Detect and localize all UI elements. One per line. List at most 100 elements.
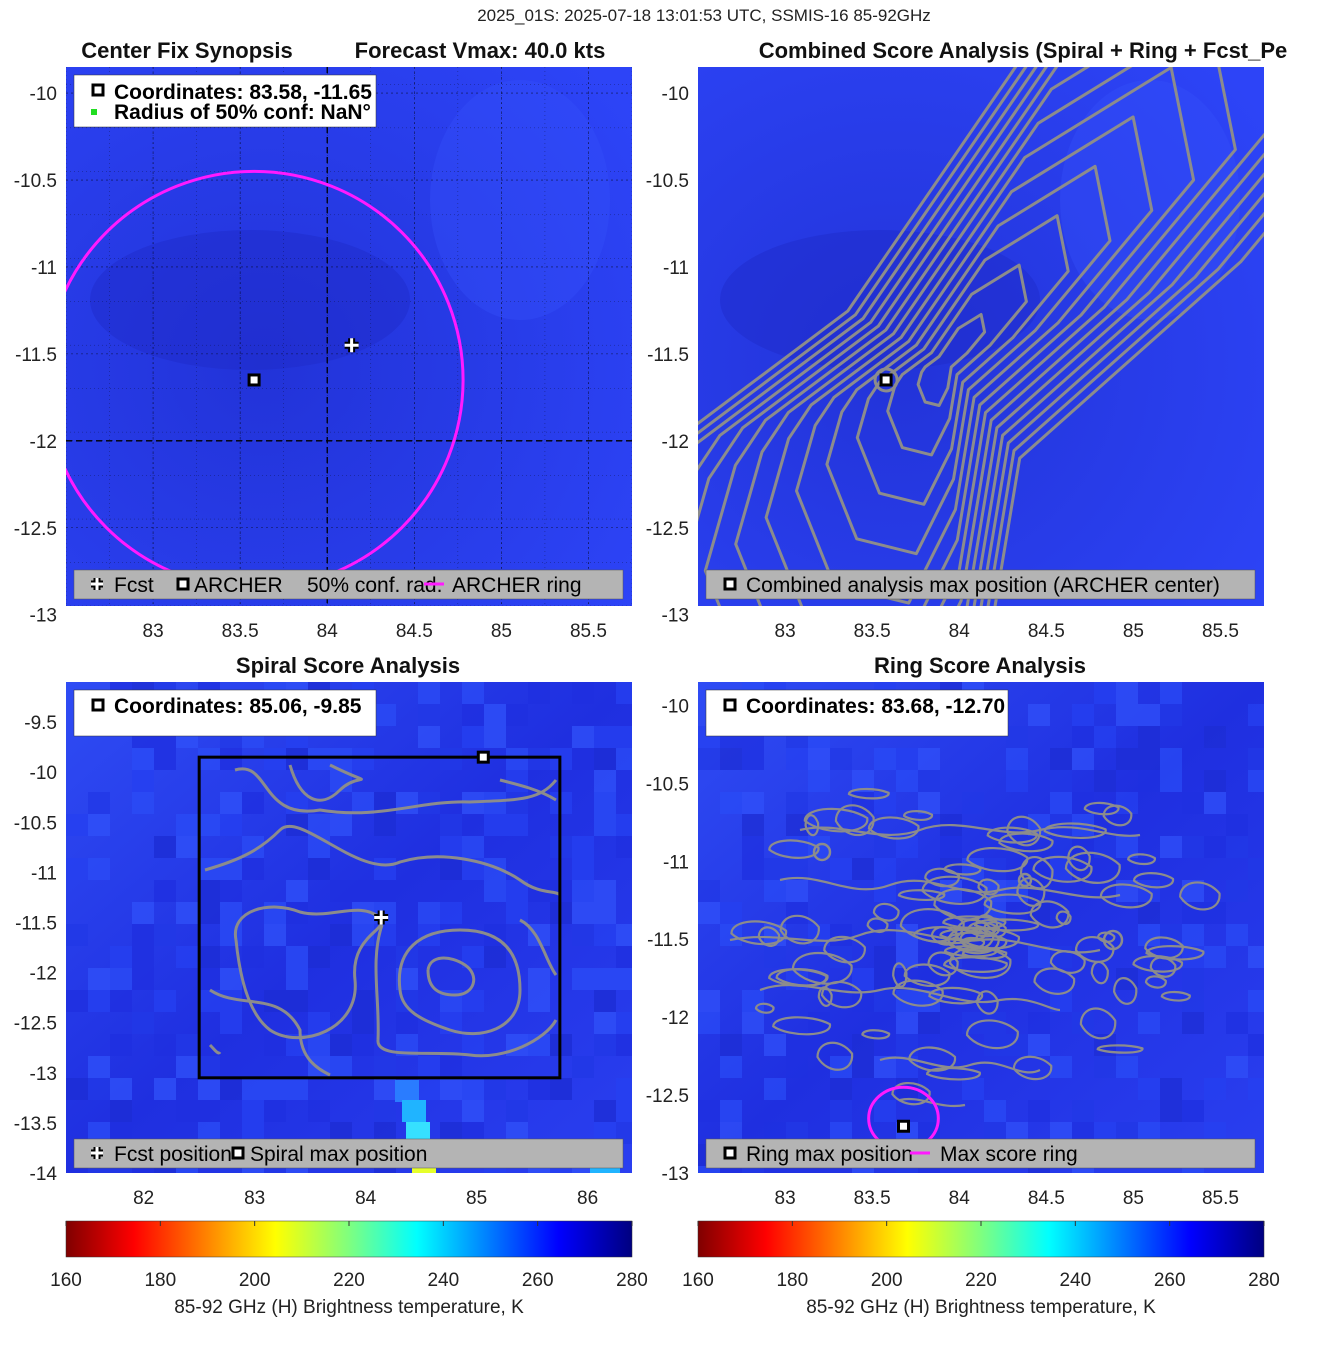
ring-contour-long	[899, 1097, 966, 1108]
pixel	[720, 1056, 742, 1078]
pixel	[572, 1056, 594, 1078]
pixel	[830, 1056, 852, 1078]
pixel	[742, 792, 764, 814]
pixel	[440, 1056, 462, 1078]
pixel	[286, 880, 308, 902]
pixel	[1006, 748, 1028, 770]
pixel	[88, 990, 110, 1012]
pixel	[132, 924, 154, 946]
pixel	[572, 968, 594, 990]
ring-contour	[1102, 804, 1133, 827]
pixel	[1226, 814, 1248, 836]
pixel	[154, 880, 176, 902]
panel2-title: Combined Score Analysis (Spiral + Ring +…	[759, 38, 1288, 63]
colorbar-tick-label: 240	[1059, 1270, 1091, 1291]
pixel	[896, 1166, 918, 1173]
figure-title: 2025_01S: 2025-07-18 13:01:53 UTC, SSMIS…	[477, 6, 931, 25]
pixel	[742, 748, 764, 770]
pixel	[830, 1100, 852, 1122]
pixel	[594, 1012, 616, 1034]
x-tick-label: 83.5	[222, 621, 259, 642]
pixel	[220, 1078, 242, 1100]
pixel	[88, 1166, 110, 1173]
ring-contour-spot	[812, 842, 832, 862]
colorbar-tick-label: 220	[333, 1270, 365, 1291]
pixel	[418, 726, 440, 748]
x-tick-label: 83	[775, 621, 796, 642]
pixel	[506, 748, 528, 770]
panel1-crosshair	[66, 67, 632, 606]
pixel	[198, 748, 220, 770]
panel1-ticks: 83 83.5 84 84.5 85 85.5 -10 -10.5 -11 -11.5 -12 -12…	[14, 84, 607, 642]
pixel	[308, 1012, 330, 1034]
x-tick-label: 83	[143, 621, 164, 642]
panel1-warm-region	[430, 80, 610, 320]
pixel	[110, 1122, 132, 1144]
pixel	[286, 1166, 308, 1173]
panel2-legend-max: Combined analysis max position (ARCHER c…	[746, 574, 1220, 597]
combined-contour	[698, 67, 1264, 606]
pixel	[1050, 770, 1072, 792]
pixel	[484, 858, 506, 880]
pixel	[1160, 748, 1182, 770]
ring-contour	[757, 926, 781, 947]
ring-contour	[928, 986, 984, 1005]
pixel	[1248, 770, 1264, 792]
pixel	[176, 1166, 198, 1173]
pixel	[830, 1122, 852, 1144]
pixel	[1116, 792, 1138, 814]
pixel	[786, 902, 808, 924]
pixel	[764, 880, 786, 902]
ring-contour	[1079, 1007, 1117, 1040]
pixel	[506, 792, 528, 814]
pixel	[616, 814, 632, 836]
pixel	[1072, 792, 1094, 814]
pixel	[786, 1122, 808, 1144]
pixel	[396, 946, 418, 968]
pixel	[286, 902, 308, 924]
panel1-info-square-icon	[91, 83, 105, 97]
x-tick-label: 85	[1123, 621, 1144, 642]
panel1-legend	[73, 569, 624, 600]
ring-contour	[817, 986, 833, 1007]
pixel	[874, 990, 896, 1012]
ring-contour	[754, 1002, 775, 1014]
pixel	[286, 968, 308, 990]
combined-contour	[698, 67, 1264, 606]
y-tick-label: -12.5	[14, 1014, 57, 1035]
ring-contour-spot	[1017, 872, 1033, 888]
ring-contour	[902, 810, 934, 822]
pixel	[616, 1100, 632, 1122]
ring-contour-long	[799, 823, 1141, 837]
pixel	[176, 1056, 198, 1078]
pixel	[1204, 1122, 1226, 1144]
x-tick-label: 85	[1123, 1188, 1144, 1209]
spiral-contour	[234, 767, 558, 815]
pixel	[720, 1034, 742, 1056]
pixel	[352, 990, 374, 1012]
y-tick-label: -10	[30, 84, 57, 105]
x-tick-label: 84	[949, 1188, 971, 1209]
pixel	[528, 924, 550, 946]
combined-contour	[698, 67, 1264, 606]
pixel	[808, 770, 830, 792]
pixel	[66, 814, 88, 836]
pixel	[852, 1166, 874, 1173]
pixel	[506, 1122, 528, 1144]
pixel	[1226, 836, 1248, 858]
ring-contour	[966, 921, 1000, 938]
panel4-info-box	[705, 689, 1009, 737]
pixel	[852, 792, 874, 814]
pixel	[1072, 704, 1094, 726]
pixel	[1028, 1100, 1050, 1122]
pixel	[88, 1122, 110, 1144]
y-tick-label: -10.5	[646, 171, 689, 192]
y-tick-label: -10.5	[646, 774, 689, 795]
pixel	[1160, 836, 1182, 858]
pixel	[742, 990, 764, 1012]
pixel	[132, 1166, 154, 1173]
pixel	[852, 858, 874, 880]
x-tick-label: 85.5	[570, 621, 607, 642]
pixel	[1072, 1166, 1094, 1173]
pixel	[1226, 924, 1248, 946]
